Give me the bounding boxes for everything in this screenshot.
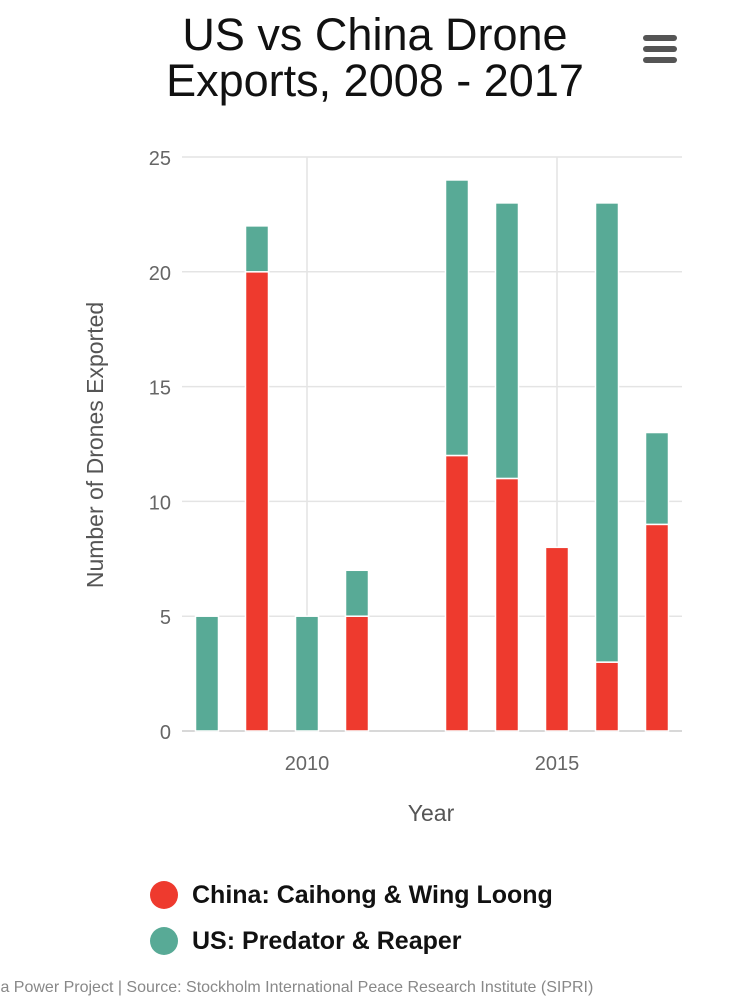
chart: 0 5 10 15 20 25 2010 2015 Number of Drones Exp… xyxy=(82,148,682,826)
credits-source[interactable]: ıa Power Project | Source: Stockholm Int… xyxy=(0,979,594,996)
y-axis-ticks: 0 5 10 15 20 25 xyxy=(149,148,171,744)
legend-item-china[interactable]: China: Caihong & Wing Loong xyxy=(150,872,553,918)
y-tick-label: 15 xyxy=(149,378,171,400)
legend-dot-china xyxy=(150,881,178,909)
x-tick-label: 2015 xyxy=(535,753,580,775)
legend-label-us: US: Predator & Reaper xyxy=(192,926,462,955)
bar-us-2014[interactable] xyxy=(494,202,520,480)
y-tick-label: 0 xyxy=(160,722,171,744)
bar-us-2009[interactable] xyxy=(244,225,270,273)
y-tick-label: 5 xyxy=(160,607,171,629)
bar-china-2017[interactable] xyxy=(644,523,670,732)
bar-china-2011[interactable] xyxy=(344,615,370,732)
bar-us-2010[interactable] xyxy=(294,615,320,732)
hamburger-menu-icon[interactable] xyxy=(640,33,680,67)
bar-us-2013[interactable] xyxy=(444,179,470,457)
legend-item-us[interactable]: US: Predator & Reaper xyxy=(150,918,553,964)
x-axis-ticks: 2010 2015 xyxy=(285,753,580,775)
bar-us-2008[interactable] xyxy=(194,615,220,732)
bar-china-2013[interactable] xyxy=(444,454,470,732)
y-tick-label: 25 xyxy=(149,148,171,170)
bar-china-2016[interactable] xyxy=(594,661,620,732)
y-tick-label: 10 xyxy=(149,492,171,514)
bar-us-2011[interactable] xyxy=(344,569,370,617)
bars xyxy=(194,179,670,732)
x-axis-label: Year xyxy=(408,800,455,826)
bar-china-2015[interactable] xyxy=(544,546,570,732)
legend-label-china: China: Caihong & Wing Loong xyxy=(192,880,553,909)
y-tick-label: 20 xyxy=(149,263,171,285)
bar-china-2014[interactable] xyxy=(494,477,520,732)
bar-us-2016[interactable] xyxy=(594,202,620,663)
legend-dot-us xyxy=(150,927,178,955)
y-axis-label: Number of Drones Exported xyxy=(82,302,108,588)
chart-title: US vs China Drone Exports, 2008 - 2017 xyxy=(166,9,584,106)
x-tick-label: 2010 xyxy=(285,753,330,775)
bar-china-2009[interactable] xyxy=(244,271,270,732)
bar-us-2017[interactable] xyxy=(644,431,670,526)
legend: China: Caihong & Wing Loong US: Predator… xyxy=(150,872,553,964)
